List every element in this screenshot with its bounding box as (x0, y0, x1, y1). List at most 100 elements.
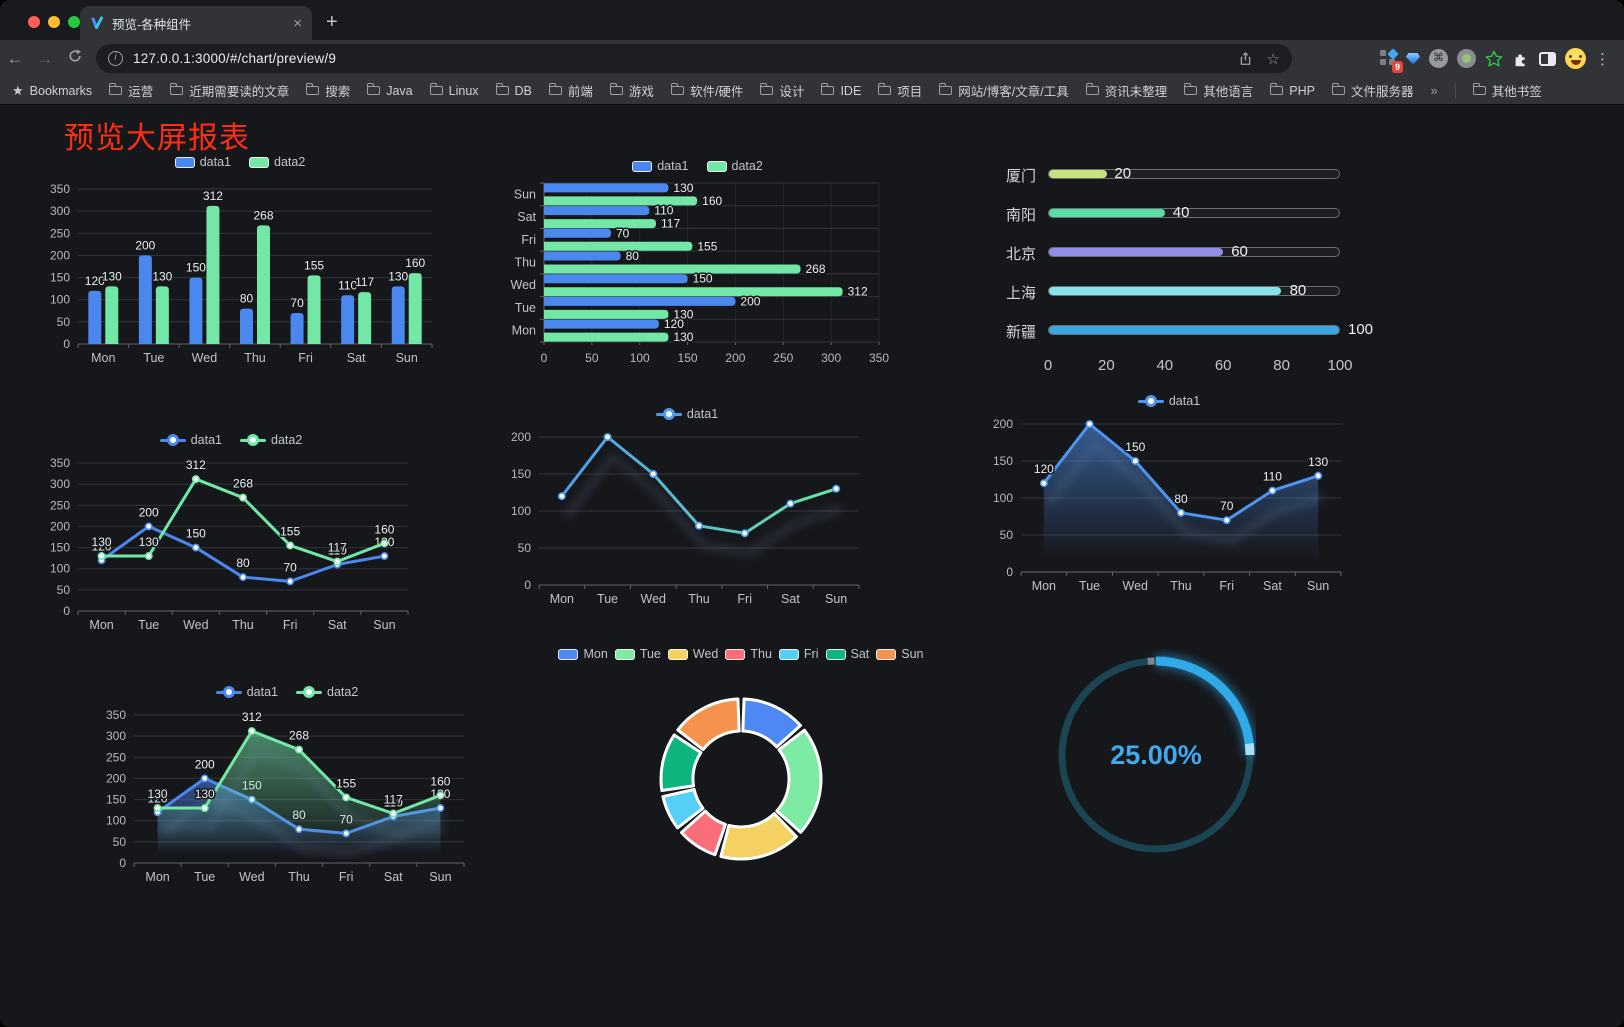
bookmark-root[interactable]: ★ Bookmarks (12, 83, 92, 99)
star-extension-icon[interactable] (1485, 50, 1503, 68)
bookmark-label: IDE (840, 83, 862, 98)
bookmark-folder-Linux[interactable]: Linux (429, 83, 479, 98)
progress-row-北京: 北京 60 (992, 243, 1358, 263)
forward-icon[interactable]: → (36, 48, 54, 68)
legend-item-data1[interactable]: data1 (174, 155, 231, 169)
legend-item-data2[interactable]: data2 (706, 159, 763, 173)
bookmark-folder-网站/博客/文章/工具[interactable]: 网站/博客/文章/工具 (939, 81, 1069, 100)
chart-canvas-bar-vertical[interactable]: 0 50 100 150 200 250 300 350 Mon Tue Wed Thu Fri Sat S… (40, 175, 440, 374)
bookmark-folder-Java[interactable]: Java (367, 83, 413, 98)
legend-item-Fri[interactable]: Fri (778, 647, 819, 661)
series-data2: 130 130 312 268 155 117 160 (146, 709, 452, 863)
bookmark-folder-IDE[interactable]: IDE (821, 83, 862, 98)
sidebar-toggle-icon[interactable] (1539, 51, 1556, 66)
bookmark-folder-资讯未整理[interactable]: 资讯未整理 (1085, 81, 1167, 100)
command-extension-icon[interactable]: ⌘ (1429, 49, 1448, 68)
legend-item-data2[interactable]: data2 (296, 685, 358, 699)
svg-text:130: 130 (673, 330, 693, 344)
share-icon[interactable] (1238, 51, 1253, 67)
progress-track[interactable] (1048, 169, 1340, 179)
progress-track[interactable] (1048, 208, 1340, 218)
bookmark-folder-软件/硬件[interactable]: 软件/硬件 (670, 81, 743, 100)
legend-item-Wed[interactable]: Wed (667, 647, 718, 661)
reload-icon[interactable] (60, 48, 90, 69)
minimize-window-button[interactable] (48, 16, 60, 28)
svg-text:200: 200 (511, 430, 531, 444)
bookmark-star-icon[interactable]: ☆ (1266, 50, 1280, 68)
extension-grid-icon[interactable]: 9 (1380, 48, 1403, 73)
svg-text:130: 130 (673, 181, 693, 195)
bookmark-folder-运营[interactable]: 运营 (109, 81, 153, 100)
svg-text:Tue: Tue (1079, 579, 1100, 593)
chart-legend: data1 data2 (42, 427, 420, 453)
chart-canvas-area-blue[interactable]: 050100150200MonTueWedThuFriSatSun1202001… (985, 402, 1353, 600)
legend-item-data1[interactable]: data1 (655, 407, 718, 421)
svg-text:150: 150 (50, 541, 70, 555)
chart-canvas-donut-pie[interactable] (545, 667, 937, 893)
new-tab-button[interactable]: + (326, 11, 338, 33)
legend-item-data1[interactable]: data1 (632, 159, 689, 173)
folder-icon (821, 83, 835, 95)
browser-menu-icon[interactable]: ⋮ (1595, 50, 1610, 68)
pie-slice-Tue (775, 728, 823, 834)
chart-legend: data1 (503, 401, 871, 427)
svg-text:268: 268 (806, 262, 826, 276)
legend-item-Thu[interactable]: Thu (725, 647, 772, 661)
active-tab[interactable]: 预览-各种组件 × (80, 6, 312, 40)
progress-track[interactable] (1048, 247, 1340, 257)
svg-text:300: 300 (106, 729, 126, 743)
svg-text:200: 200 (139, 505, 159, 519)
legend-item-Sun[interactable]: Sun (876, 647, 924, 661)
chart-canvas-area-two-series[interactable]: 0 50 100 150 200 250 300 350 Mon Tue Wed Thu Fri Sat S… (98, 705, 476, 891)
svg-text:160: 160 (430, 774, 450, 788)
legend-item-data1[interactable]: data1 (215, 685, 278, 699)
bookmarks-divider (1454, 83, 1456, 98)
site-info-icon[interactable]: i (108, 51, 123, 66)
chart-canvas-gauge-percent[interactable]: 25.00% (1056, 649, 1257, 861)
legend-item-Tue[interactable]: Tue (614, 647, 661, 661)
svg-text:70: 70 (1220, 499, 1234, 513)
bookmark-folder-文件服务器[interactable]: 文件服务器 (1331, 81, 1413, 100)
legend-item-Mon[interactable]: Mon (558, 647, 608, 661)
progress-row-厦门: 厦门 20 (992, 165, 1358, 185)
bookmark-folder-设计[interactable]: 设计 (760, 81, 804, 100)
close-window-button[interactable] (28, 16, 40, 28)
gem-extension-icon[interactable] (1406, 52, 1420, 65)
legend-item-data1[interactable]: data1 (1137, 394, 1200, 408)
legend-item-data2[interactable]: data2 (240, 433, 302, 447)
progress-track[interactable] (1048, 325, 1340, 335)
legend-item-data2[interactable]: data2 (249, 155, 305, 169)
bookmark-folder-DB[interactable]: DB (495, 83, 532, 98)
svg-text:130: 130 (1308, 455, 1328, 469)
url-text[interactable]: 127.0.0.1:3000/#/chart/preview/9 (133, 51, 337, 66)
bookmark-folder-PHP[interactable]: PHP (1270, 83, 1315, 98)
legend-item-Sat[interactable]: Sat (825, 647, 869, 661)
maximize-window-button[interactable] (68, 16, 80, 28)
folder-icon (495, 83, 509, 95)
back-icon[interactable]: ← (6, 48, 24, 68)
bookmark-folder-游戏[interactable]: 游戏 (609, 81, 654, 100)
bookmark-folder-前端[interactable]: 前端 (548, 81, 593, 100)
progress-track[interactable] (1048, 286, 1340, 296)
pie-slice-Fri (661, 788, 705, 830)
bookmark-label: PHP (1289, 83, 1315, 98)
bookmarks-overflow-button[interactable]: » (1430, 83, 1438, 98)
bookmark-folder-近期需要读的文章[interactable]: 近期需要读的文章 (170, 81, 289, 100)
svg-text:Sun: Sun (825, 592, 847, 606)
legend-item-data1[interactable]: data1 (159, 433, 222, 447)
puzzle-extensions-icon[interactable] (1512, 50, 1530, 68)
url-bar[interactable]: i 127.0.0.1:3000/#/chart/preview/9 ☆ (96, 44, 1292, 73)
chart-canvas-line-two-series[interactable]: 0 50 100 150 200 250 300 350 Mon Tue Wed Thu Fri Sat S… (42, 453, 420, 639)
bookmark-folder-搜索[interactable]: 搜索 (306, 81, 350, 100)
chart-canvas-line-gradient[interactable]: 0 50 100 150 200 Mon Tue Wed Thu Fri Sat Sun (503, 427, 871, 613)
recorder-extension-icon[interactable] (1457, 49, 1476, 68)
bookmark-folder-其他语言[interactable]: 其他语言 (1184, 81, 1253, 100)
bookmark-folder-项目[interactable]: 项目 (878, 81, 922, 100)
bookmark-other[interactable]: 其他书签 (1472, 81, 1542, 100)
svg-text:120: 120 (85, 274, 105, 288)
profile-avatar[interactable] (1565, 48, 1586, 69)
svg-text:200: 200 (195, 757, 215, 771)
progress-fill (1049, 209, 1165, 217)
tab-close-icon[interactable]: × (293, 14, 302, 32)
